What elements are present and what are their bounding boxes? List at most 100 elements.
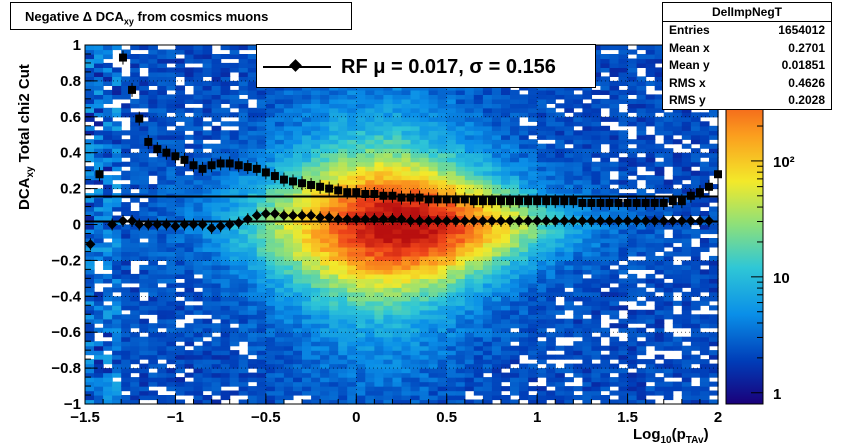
heatmap-cell: [672, 130, 683, 136]
heatmap-cell: [546, 211, 556, 217]
heatmap-cell: [293, 215, 303, 221]
heatmap-cell: [473, 359, 484, 365]
heatmap-cell: [85, 107, 95, 113]
heatmap-cell: [238, 112, 249, 118]
heatmap-cell: [265, 399, 276, 405]
heatmap-cell: [157, 49, 167, 55]
heatmap-cell: [401, 296, 412, 302]
heatmap-cell: [392, 238, 403, 244]
heatmap-cell: [654, 246, 665, 252]
heatmap-cell: [311, 112, 321, 118]
heatmap-cell: [636, 161, 647, 167]
heatmap-cell: [274, 368, 285, 374]
heatmap-cell: [510, 354, 520, 360]
heatmap-cell: [238, 121, 249, 127]
heatmap-cell: [428, 238, 439, 244]
heatmap-cell: [202, 273, 213, 279]
heatmap-cell: [582, 188, 593, 194]
heatmap-cell: [365, 220, 375, 226]
heatmap-cell: [501, 318, 511, 324]
heatmap-cell: [103, 229, 113, 235]
heatmap-cell: [211, 345, 222, 351]
heatmap-cell: [256, 184, 267, 190]
heatmap-cell: [238, 130, 249, 136]
heatmap-cell: [464, 269, 475, 275]
heatmap-cell: [293, 175, 303, 181]
heatmap-cell: [519, 188, 529, 194]
heatmap-cell: [121, 103, 131, 109]
heatmap-cell: [446, 363, 457, 369]
heatmap-cell: [654, 264, 665, 270]
heatmap-cell: [238, 89, 249, 95]
heatmap-cell: [121, 188, 131, 194]
heatmap-cell: [338, 98, 348, 104]
heatmap-cell: [455, 260, 466, 266]
heatmap-cell: [283, 103, 294, 109]
heatmap-cell: [428, 291, 439, 297]
heatmap-cell: [600, 215, 611, 221]
heatmap-cell: [148, 242, 158, 248]
heatmap-cell: [229, 166, 240, 172]
heatmap-cell: [256, 332, 267, 338]
heatmap-cell: [311, 359, 321, 365]
heatmap-cell: [627, 103, 638, 109]
heatmap-cell: [645, 161, 656, 167]
heatmap-cell: [564, 184, 574, 190]
heatmap-cell: [247, 314, 258, 320]
heatmap-cell: [211, 341, 222, 347]
heatmap-cell: [636, 188, 647, 194]
heatmap-cell: [85, 327, 95, 333]
heatmap-cell: [455, 206, 466, 212]
heatmap-cell: [338, 341, 348, 347]
heatmap-cell: [636, 98, 647, 104]
heatmap-cell: [392, 89, 403, 95]
heatmap-cell: [609, 390, 620, 396]
heatmap-cell: [491, 287, 502, 293]
heatmap-cell: [401, 107, 412, 113]
heatmap-cell: [85, 260, 95, 266]
heatmap-cell: [482, 363, 493, 369]
heatmap-cell: [184, 121, 195, 127]
heatmap-cell: [410, 246, 421, 252]
heatmap-cell: [510, 197, 520, 203]
heatmap-cell: [283, 273, 294, 279]
heatmap-cell: [537, 188, 547, 194]
heatmap-cell: [211, 363, 222, 369]
heatmap-cell: [446, 170, 457, 176]
heatmap-cell: [347, 287, 357, 293]
heatmap-cell: [437, 112, 448, 118]
heatmap-cell: [392, 188, 403, 194]
heatmap-cell: [112, 89, 122, 95]
heatmap-cell: [401, 381, 412, 387]
heatmap-cell: [347, 197, 357, 203]
heatmap-cell: [112, 121, 122, 127]
heatmap-cell: [491, 224, 502, 230]
heatmap-cell: [175, 107, 186, 113]
heatmap-cell: [491, 282, 502, 288]
heatmap-cell: [256, 202, 267, 208]
heatmap-cell: [148, 94, 158, 100]
heatmap-cell: [473, 336, 484, 342]
heatmap-cell: [274, 327, 285, 333]
heatmap-cell: [464, 103, 475, 109]
heatmap-cell: [139, 278, 149, 284]
heatmap-cell: [85, 341, 95, 347]
heatmap-cell: [609, 381, 620, 387]
heatmap-cell: [338, 269, 348, 275]
heatmap-cell: [482, 94, 493, 100]
heatmap-cell: [347, 107, 357, 113]
heatmap-cell: [519, 103, 529, 109]
heatmap-cell: [546, 255, 556, 261]
heatmap-cell: [573, 103, 583, 109]
heatmap-cell: [302, 166, 312, 172]
heatmap-cell: [283, 350, 294, 356]
heatmap-cell: [591, 161, 602, 167]
heatmap-cell: [338, 372, 348, 378]
heatmap-cell: [464, 273, 475, 279]
heatmap-cell: [103, 175, 113, 181]
heatmap-cell: [175, 377, 186, 383]
heatmap-cell: [519, 300, 529, 306]
heatmap-cell: [537, 242, 547, 248]
heatmap-cell: [437, 368, 448, 374]
heatmap-cell: [410, 368, 421, 374]
